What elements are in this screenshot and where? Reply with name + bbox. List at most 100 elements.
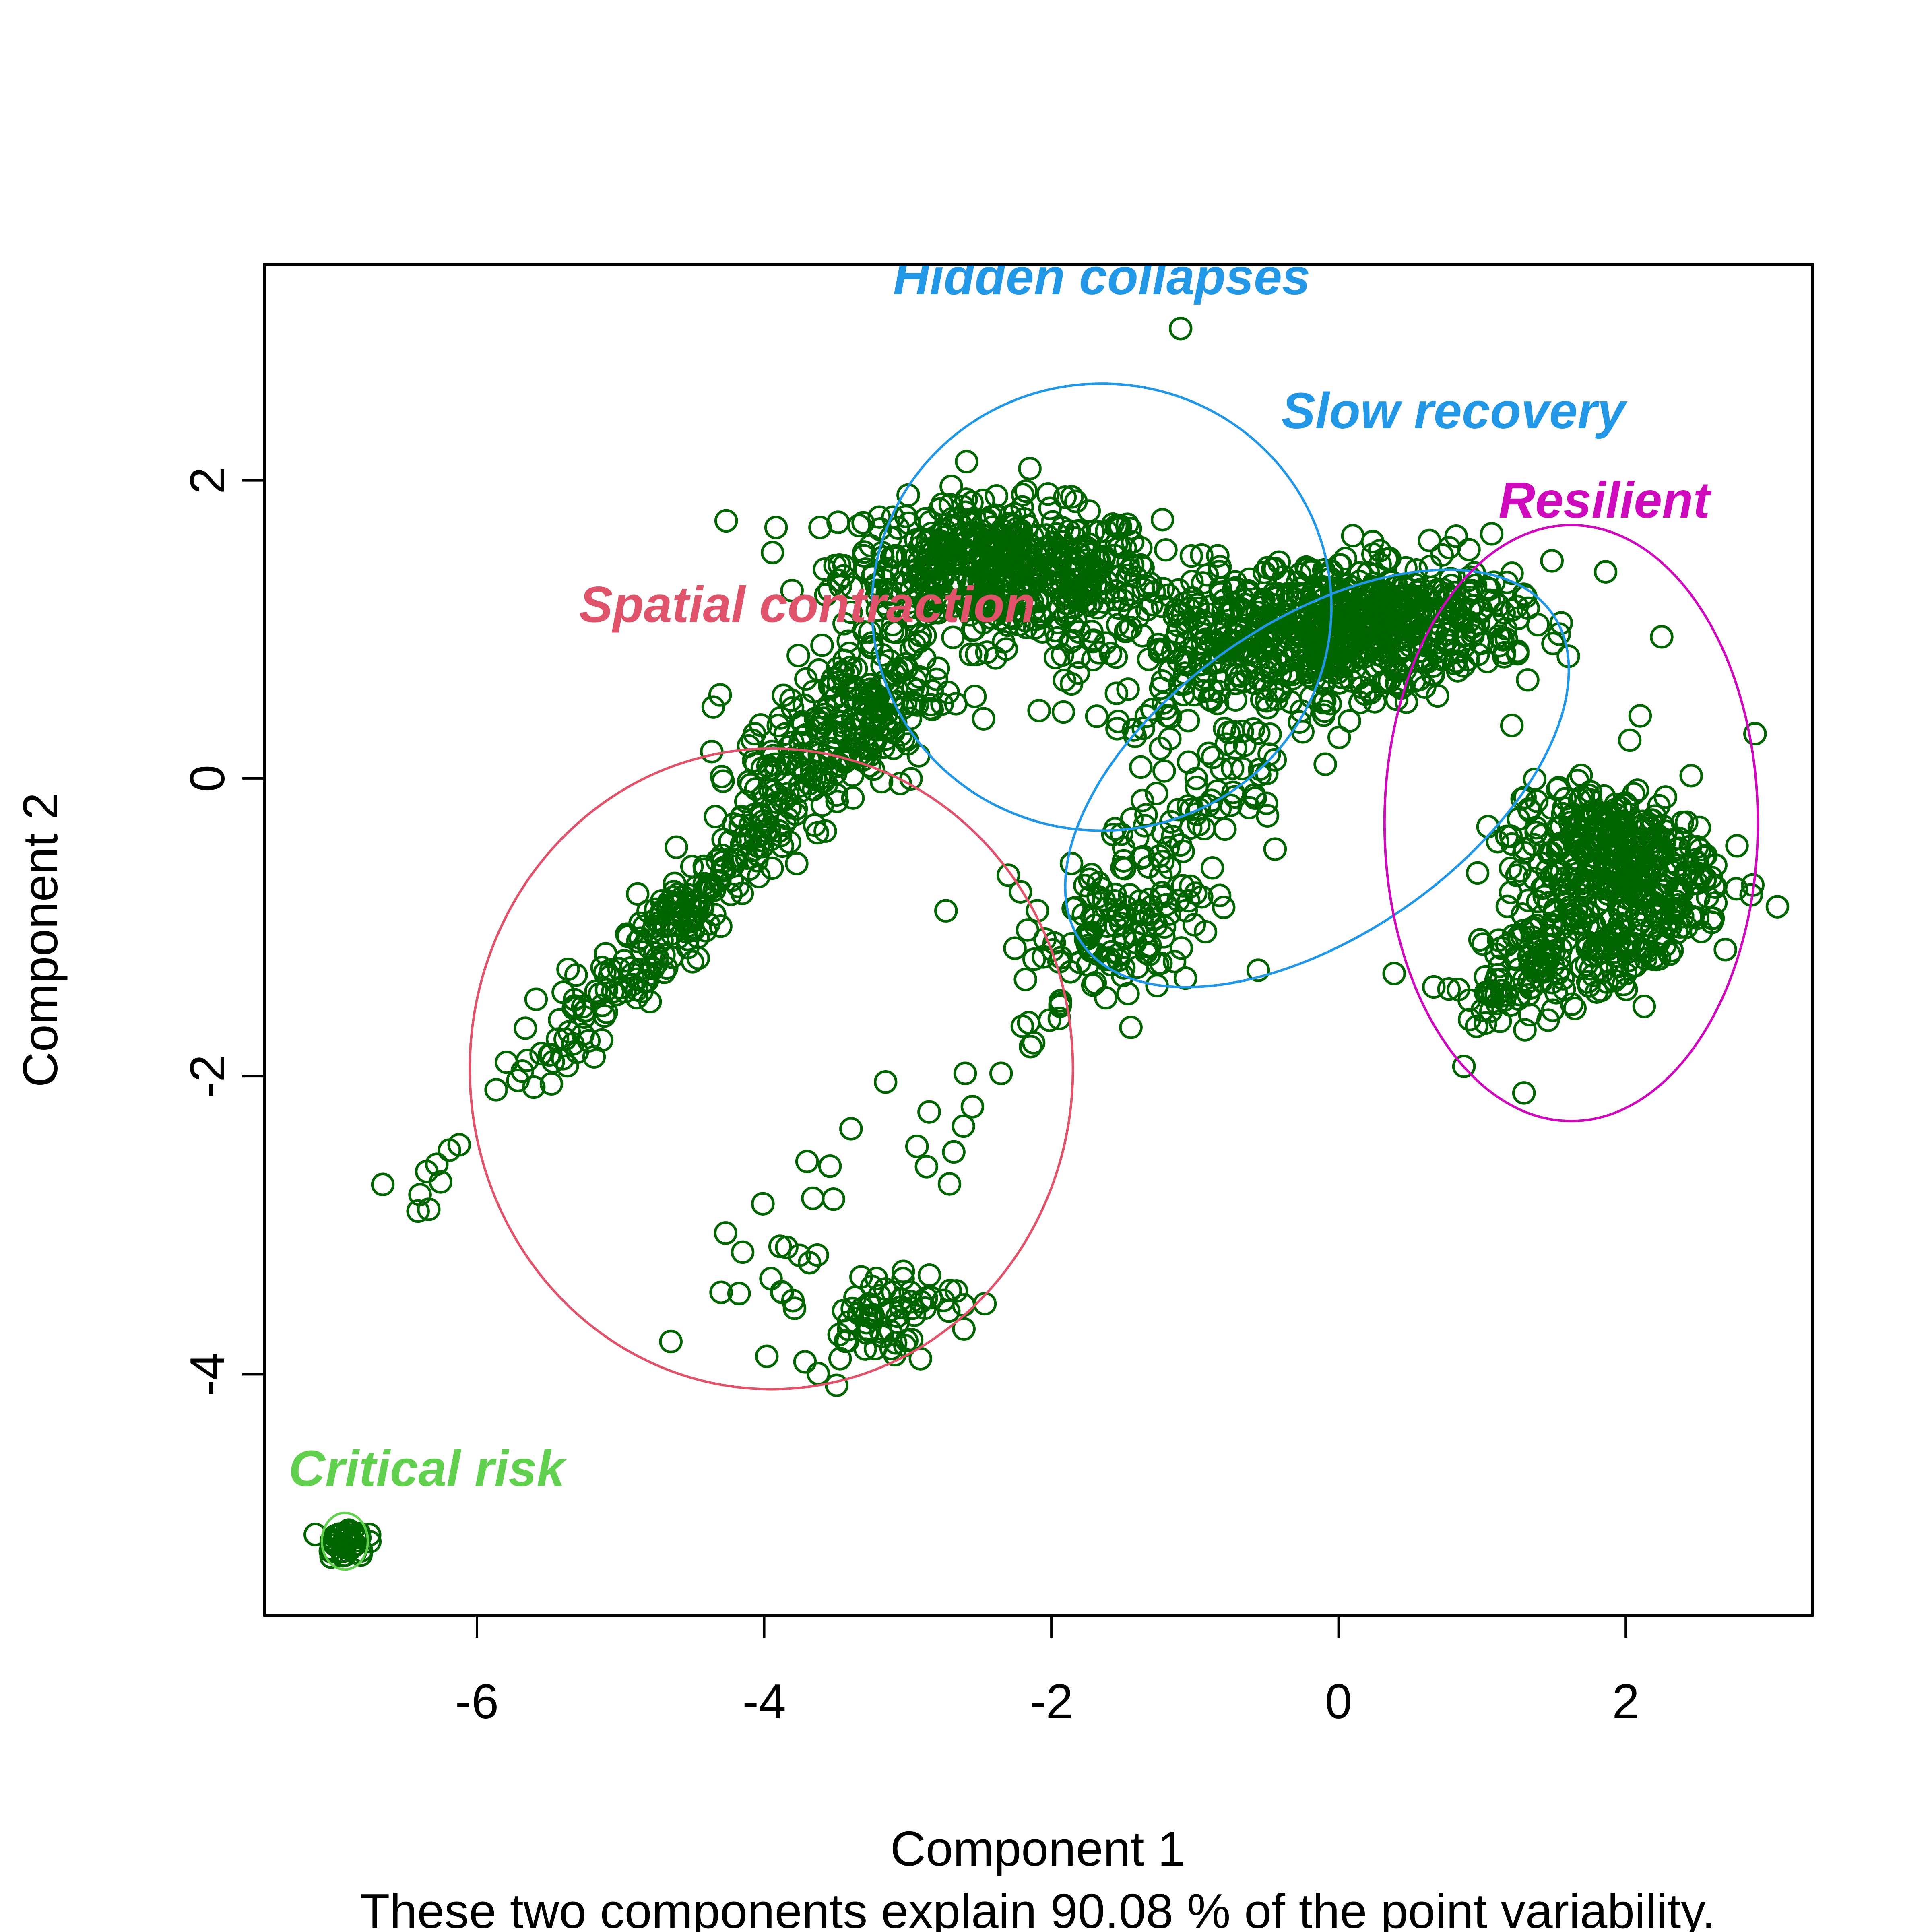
data-point: [857, 1318, 881, 1342]
data-point: [1036, 482, 1060, 506]
data-point: [1144, 912, 1168, 937]
data-point: [1104, 681, 1129, 705]
data-point: [1042, 559, 1066, 583]
data-point: [1318, 691, 1342, 716]
data-point: [852, 620, 877, 644]
data-point: [1288, 710, 1311, 734]
data-point: [743, 722, 766, 746]
data-point: [914, 1286, 938, 1310]
y-axis: -4 -2 0 2: [180, 467, 264, 1396]
data-point: [1013, 609, 1037, 632]
data-point: [573, 999, 597, 1023]
data-point: [1114, 619, 1137, 644]
data-point: [1112, 904, 1136, 928]
data-point: [960, 1095, 985, 1119]
data-point: [908, 535, 931, 559]
data-point: [438, 1138, 461, 1162]
data-point: [680, 855, 704, 879]
data-point: [1725, 834, 1749, 858]
data-point: [1554, 892, 1577, 916]
data-point: [786, 644, 810, 667]
data-point: [764, 516, 788, 539]
data-point: [902, 568, 926, 592]
data-point: [1525, 789, 1549, 813]
data-point: [1418, 588, 1442, 611]
data-point: [1193, 920, 1218, 944]
data-point: [1443, 580, 1466, 605]
data-point: [1526, 613, 1550, 637]
data-point: [676, 883, 700, 907]
data-point: [484, 1078, 508, 1102]
data-point: [773, 811, 797, 835]
data-point: [889, 1288, 913, 1312]
data-point: [896, 732, 920, 756]
data-point: [805, 1243, 829, 1267]
data-point: [1492, 988, 1517, 1012]
data-point: [1487, 954, 1511, 978]
data-point: [1325, 609, 1350, 632]
data-point: [883, 544, 908, 568]
data-point: [1541, 954, 1565, 978]
data-point: [1679, 764, 1703, 788]
data-point: [885, 690, 909, 714]
data-point: [832, 648, 856, 672]
data-point: [1129, 755, 1153, 779]
data-point: [1495, 894, 1519, 919]
data-point: [810, 633, 834, 657]
data-point: [1439, 567, 1462, 590]
data-point: [818, 674, 842, 698]
data-point: [1130, 788, 1154, 813]
data-point: [1563, 814, 1587, 838]
data-point: [920, 698, 944, 722]
data-point: [1552, 977, 1576, 1001]
data-point: [1421, 605, 1445, 629]
cluster-label: Spatial contraction: [579, 576, 1036, 633]
chart-subtitle: These two components explain 90.08 % of …: [360, 1884, 1715, 1932]
x-tick-label: 2: [1612, 1674, 1639, 1729]
data-point: [805, 821, 830, 845]
data-point: [1085, 704, 1109, 728]
data-point: [875, 557, 899, 581]
data-point-outlier: [1018, 456, 1042, 481]
cluster-ellipse: [1064, 568, 1570, 989]
data-point: [1112, 849, 1135, 873]
data-point: [1466, 861, 1490, 885]
data-point: [1051, 643, 1075, 667]
data-point: [1452, 654, 1476, 678]
data-point: [1418, 554, 1443, 578]
data-point: [700, 739, 724, 764]
data-point: [1173, 966, 1197, 990]
data-point: [801, 1186, 825, 1210]
data-point: [914, 1155, 939, 1179]
data-point: [1327, 725, 1351, 749]
data-point: [1137, 647, 1161, 671]
data-point: [730, 805, 753, 828]
data-point: [1475, 576, 1499, 600]
data-point: [869, 705, 893, 729]
data-point: [825, 789, 849, 813]
data-point: [1094, 986, 1118, 1010]
data-point: [1213, 817, 1237, 841]
data-point: [814, 583, 838, 607]
data-point: [864, 572, 888, 597]
data-point: [1161, 824, 1185, 848]
data-point: [836, 661, 860, 685]
data-point: [795, 1150, 819, 1173]
data-point: [660, 914, 683, 938]
data-point: [934, 899, 958, 923]
data-point: [937, 1172, 962, 1196]
data-point: [1296, 657, 1320, 681]
data-point: [1490, 978, 1513, 1003]
data-point: [1116, 982, 1140, 1005]
data-point: [1587, 803, 1611, 827]
data-point: [1632, 828, 1656, 852]
cluster-labels: Spatial contraction Hidden collapses Slow …: [289, 264, 1712, 1497]
data-point: [1508, 859, 1532, 883]
data-point: [1061, 615, 1085, 639]
data-point: [371, 1172, 395, 1197]
data-point-outlier: [659, 1329, 683, 1354]
data-point: [1207, 559, 1231, 584]
data-point: [613, 980, 637, 1004]
data-point: [1368, 539, 1392, 563]
data-point: [750, 756, 774, 780]
